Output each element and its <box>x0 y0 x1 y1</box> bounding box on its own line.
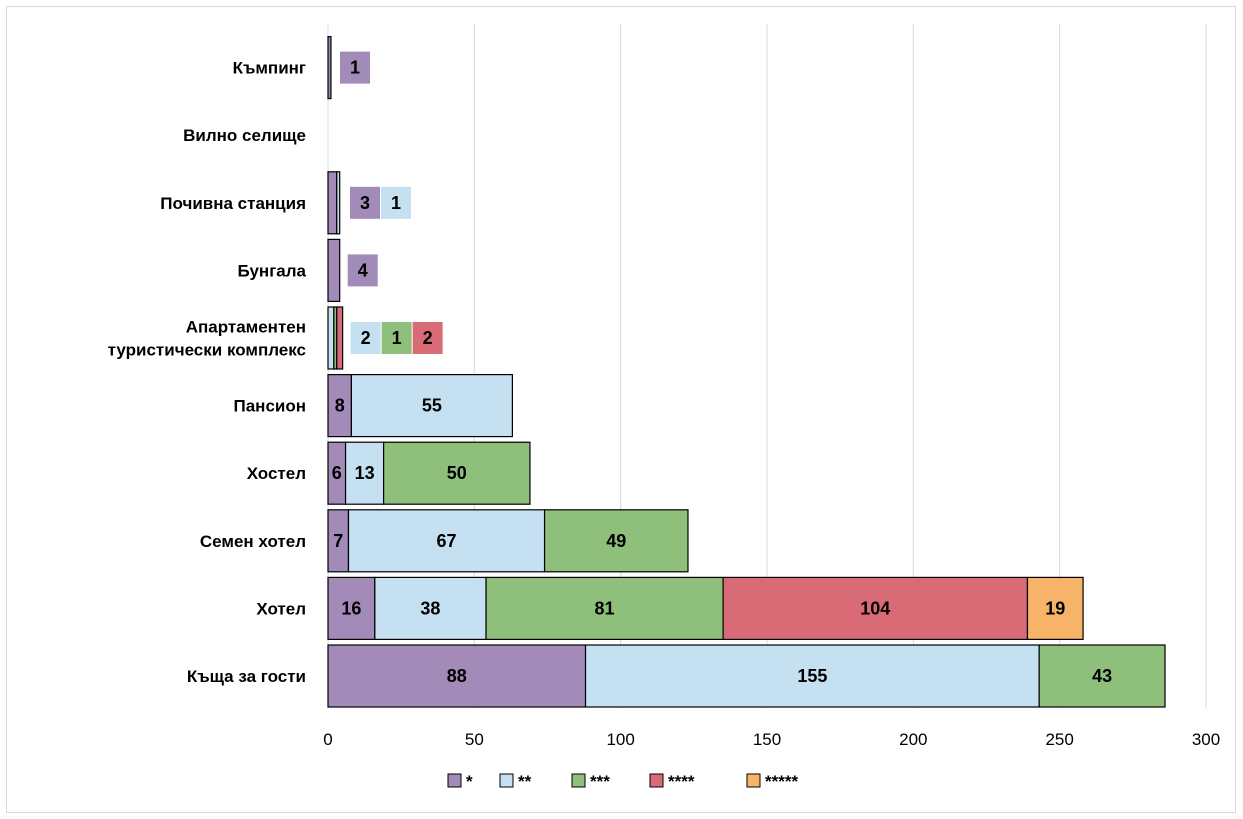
x-tick-label: 150 <box>753 730 781 749</box>
category-label: Апартаментен <box>186 318 306 337</box>
data-label-box <box>350 322 381 354</box>
category-label: Почивна станция <box>160 194 306 213</box>
data-label: 67 <box>437 531 457 551</box>
legend-label: *** <box>590 772 610 791</box>
data-label-box <box>381 186 411 219</box>
bar-segment <box>1038 644 1166 708</box>
legend-label: ***** <box>765 772 798 791</box>
legend-swatch <box>571 773 586 788</box>
category-labels: Къща за гости Хотел Семен хотел Хостел Панси… <box>108 59 307 686</box>
bar-segment <box>1026 576 1084 641</box>
legend-swatch <box>649 773 664 788</box>
data-label-box <box>347 254 378 287</box>
data-label-box <box>340 51 370 84</box>
data-label: 155 <box>797 666 827 686</box>
legend-swatch <box>447 773 462 788</box>
bar-segment <box>327 238 341 302</box>
data-label: 4 <box>358 260 368 280</box>
x-tick-label: 0 <box>323 730 332 749</box>
bar-segment <box>327 306 335 370</box>
bar-segment <box>347 509 546 573</box>
bar-segment <box>336 171 341 235</box>
data-label: 6 <box>332 463 342 483</box>
bar-segment <box>327 576 376 641</box>
data-label: 1 <box>391 193 401 213</box>
data-label: 43 <box>1092 666 1112 686</box>
bar-segment <box>327 644 587 708</box>
x-tick-label: 300 <box>1192 730 1220 749</box>
data-label: 19 <box>1045 598 1065 618</box>
data-label: 104 <box>860 598 890 618</box>
data-label: 3 <box>360 193 370 213</box>
x-tick-label: 50 <box>465 730 484 749</box>
data-label: 2 <box>423 328 433 348</box>
data-label: 7 <box>333 531 343 551</box>
bar-segment <box>374 576 487 641</box>
legend-label: **** <box>668 772 695 791</box>
data-label: 38 <box>420 598 440 618</box>
data-label-box <box>350 186 380 219</box>
bar-segment <box>327 35 332 100</box>
data-label: 2 <box>361 328 371 348</box>
data-label: 13 <box>355 463 375 483</box>
x-axis-ticks: 0 50 100 150 200 250 300 <box>323 730 1220 749</box>
data-label: 81 <box>595 598 615 618</box>
legend-swatch <box>499 773 514 788</box>
category-label: Вилно селище <box>183 126 306 145</box>
data-label-box <box>381 322 412 354</box>
x-tick-label: 200 <box>899 730 927 749</box>
bar-segment <box>350 374 513 438</box>
data-label-box <box>412 322 443 354</box>
data-label: 55 <box>422 396 442 416</box>
bar-segment <box>327 171 338 235</box>
x-tick-label: 250 <box>1045 730 1073 749</box>
bar-segment <box>584 644 1040 708</box>
x-tick-label: 100 <box>606 730 634 749</box>
category-label: туристически комплекс <box>108 341 306 360</box>
bar-segment <box>336 306 344 370</box>
data-label: 88 <box>447 666 467 686</box>
data-label: 16 <box>341 598 361 618</box>
bar-segment <box>383 441 531 505</box>
category-label: Пансион <box>234 397 307 416</box>
legend-swatch <box>746 773 761 788</box>
category-label: Къмпинг <box>233 59 306 78</box>
bar-segment <box>543 509 689 573</box>
legend-label: * <box>466 772 473 791</box>
category-label: Бунгала <box>237 261 306 280</box>
data-label: 50 <box>447 463 467 483</box>
data-label: 1 <box>350 58 360 78</box>
category-label: Хостел <box>247 464 306 483</box>
legend-label: ** <box>518 772 532 791</box>
data-label: 49 <box>606 531 626 551</box>
legend: * ** *** **** ***** <box>447 772 798 791</box>
data-label: 1 <box>392 328 402 348</box>
category-label: Къща за гости <box>187 667 306 686</box>
category-label: Семен хотел <box>200 532 306 551</box>
bar-segments <box>327 35 1166 708</box>
data-label: 8 <box>335 396 345 416</box>
category-label: Хотел <box>256 599 306 618</box>
